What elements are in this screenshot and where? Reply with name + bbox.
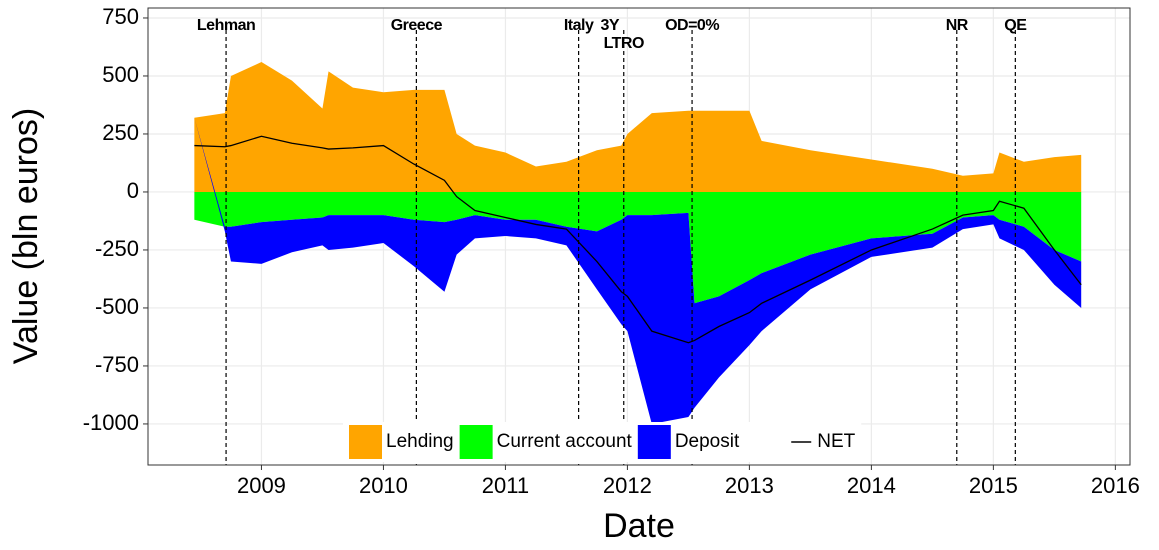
y-tick-label: 250: [102, 120, 139, 145]
x-tick-label: 2013: [725, 473, 774, 498]
x-axis-title: Date: [603, 507, 675, 545]
y-tick-label: -250: [95, 236, 139, 261]
event-label: NR: [946, 17, 969, 34]
y-tick-label: -500: [95, 294, 139, 319]
panel-border: [147, 7, 1131, 466]
x-tick-label: 2011: [482, 473, 529, 498]
legend-key: [349, 425, 382, 459]
event-label: QE: [1004, 17, 1027, 34]
y-tick-label: -750: [95, 352, 139, 377]
x-tick-label: 2014: [847, 473, 896, 498]
x-tick-label: 2009: [237, 473, 286, 498]
line: [194, 135, 1082, 344]
area: [194, 117, 1082, 424]
event-label: Lehman: [197, 17, 255, 34]
y-axis-title: Value (bln euros): [7, 108, 45, 364]
legend-key: [637, 425, 671, 459]
x-tick-label: 2016: [1091, 473, 1140, 498]
x-tick-label: 2012: [603, 473, 652, 498]
legend-label: Current account: [497, 431, 633, 452]
x-tick-label: 2015: [969, 473, 1018, 498]
x-tick-label: 2010: [359, 473, 408, 498]
y-tick-label: 750: [102, 4, 139, 29]
legend: Lehding Current account Deposit NET: [343, 422, 862, 462]
event-label: 3Y LTRO: [600, 17, 644, 52]
event-label: Italy: [564, 17, 594, 34]
legend-background: [343, 422, 862, 462]
y-tick-label: 500: [102, 62, 139, 87]
event-label: OD=0%: [665, 17, 719, 34]
legend-label: Lehding: [386, 431, 454, 452]
legend-key: [459, 425, 493, 459]
legend-label: NET: [817, 431, 855, 452]
y-tick-label: 0: [127, 178, 139, 203]
event-label: Greece: [391, 17, 443, 34]
legend-label: Deposit: [675, 431, 740, 452]
y-tick-label: -1000: [83, 410, 139, 435]
